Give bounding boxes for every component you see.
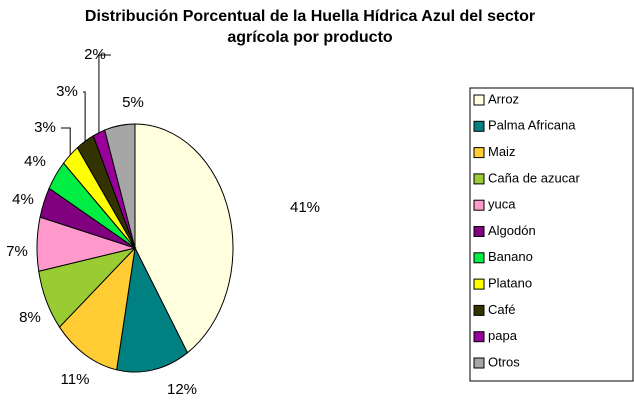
- legend-box: [469, 87, 634, 382]
- pie-slice: [116, 246, 189, 373]
- legend-label: Platano: [488, 276, 532, 291]
- legend-label: yuca: [488, 197, 516, 212]
- legend-swatch: [473, 304, 485, 316]
- legend-swatch: [473, 173, 485, 185]
- legend-label: Arroz: [488, 91, 519, 106]
- legend-swatch: [473, 278, 485, 290]
- data-label: 4%: [24, 153, 46, 170]
- leader-line: [98, 54, 111, 133]
- data-label: 41%: [290, 199, 320, 216]
- data-label: 7%: [6, 243, 28, 260]
- legend-swatch: [473, 226, 485, 237]
- data-label: 3%: [34, 119, 56, 136]
- data-label: 3%: [56, 83, 78, 100]
- legend-label: Otros: [488, 354, 520, 369]
- legend-label: papa: [488, 328, 518, 343]
- legend-swatch: [473, 331, 485, 343]
- data-label: 8%: [19, 309, 41, 326]
- data-label: 4%: [12, 191, 34, 208]
- pie-slice: [58, 246, 136, 371]
- data-label: 5%: [122, 94, 144, 111]
- pie-slice: [134, 123, 234, 354]
- legend-label: Café: [488, 302, 515, 317]
- legend-swatch: [473, 120, 485, 132]
- pie-slice: [104, 123, 136, 249]
- legend-label: Maiz: [488, 144, 515, 159]
- leader-line: [83, 91, 86, 142]
- legend-swatch: [473, 357, 485, 369]
- legend-swatch: [473, 94, 485, 106]
- data-label: 12%: [167, 381, 197, 398]
- legend-label: Palma Africana: [488, 118, 576, 133]
- data-label: 2%: [84, 46, 106, 63]
- leader-line: [61, 127, 71, 155]
- legend-swatch: [473, 199, 485, 211]
- chart-title: Distribución Porcentual de la Huella Híd…: [85, 8, 535, 25]
- legend-swatch: [473, 147, 485, 159]
- legend-label: Banano: [488, 249, 533, 264]
- legend-swatch: [473, 252, 485, 264]
- legend-label: Caña de azucar: [488, 170, 580, 185]
- legend-label: Algodón: [488, 223, 536, 238]
- data-label: 11%: [61, 371, 90, 388]
- chart-title: agrícola por producto: [227, 29, 393, 46]
